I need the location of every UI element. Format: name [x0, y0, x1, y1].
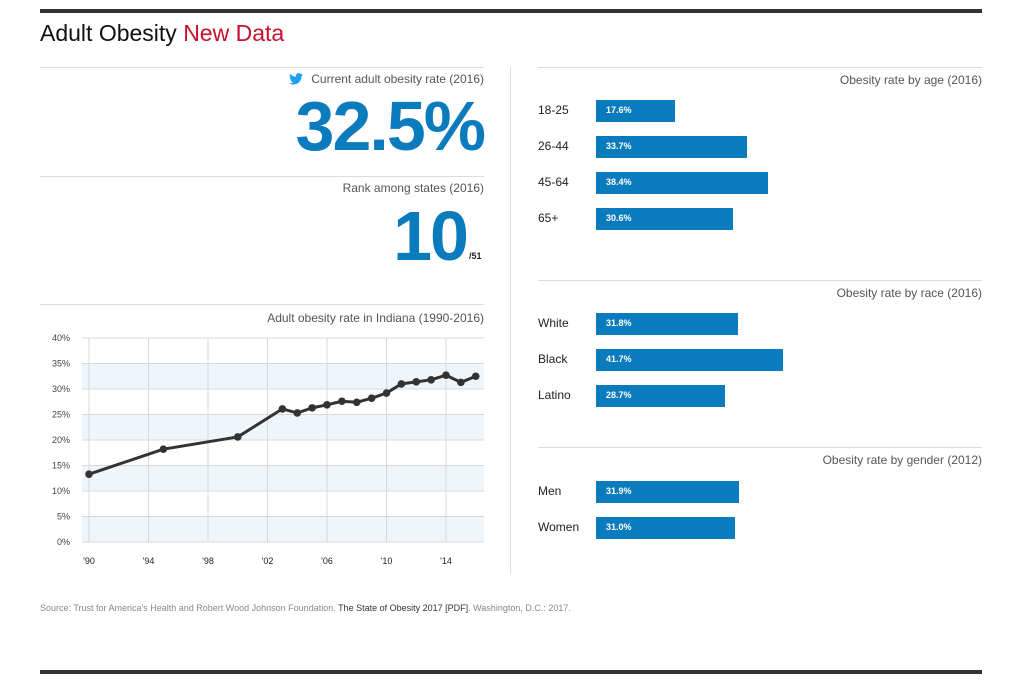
twitter-icon[interactable] — [289, 73, 304, 88]
line-chart: 0% 5% 10% 15% 20% 25% 30% 35% 40% '90 '94 '98 '02 '06… — [52, 333, 484, 566]
bar-value-label: 31.0% — [606, 522, 632, 532]
y-tick-label: 40% — [52, 333, 70, 343]
grid-band — [82, 414, 484, 440]
data-point — [85, 470, 93, 478]
data-point — [457, 378, 465, 387]
data-point — [159, 445, 168, 453]
divider — [40, 67, 484, 68]
bar: 33.7% — [596, 136, 747, 158]
rank-label: Rank among states (2016) — [342, 181, 484, 195]
title-accent: New Data — [183, 20, 285, 46]
data-point — [442, 371, 450, 380]
data-point — [471, 372, 480, 381]
bar-category-label: 18-25 — [538, 103, 569, 117]
x-tick-label: '10 — [381, 556, 393, 566]
grid-band — [82, 516, 484, 542]
bar: 41.7% — [596, 349, 783, 371]
divider — [538, 67, 982, 68]
top-rule — [40, 9, 982, 13]
data-point — [352, 398, 361, 407]
bar-chart-title: Obesity rate by gender (2012) — [822, 453, 982, 467]
x-tick-label: '94 — [143, 556, 155, 566]
column-divider — [510, 67, 511, 575]
data-point — [293, 409, 302, 417]
bar-category-label: White — [538, 316, 569, 330]
divider — [40, 176, 484, 177]
line-chart-title: Adult obesity rate in Indiana (1990-2016… — [267, 311, 484, 325]
bar-category-label: 65+ — [538, 211, 559, 225]
data-point — [338, 397, 346, 406]
data-point — [412, 378, 421, 386]
bar-chart-title: Obesity rate by age (2016) — [839, 73, 982, 87]
data-point — [278, 405, 287, 413]
bar: 30.6% — [596, 208, 734, 230]
divider — [40, 304, 484, 305]
rank-value: 10 — [393, 197, 469, 275]
y-tick-label: 35% — [52, 359, 70, 369]
bar: 31.9% — [596, 481, 739, 503]
x-tick-label: '90 — [83, 556, 95, 566]
bar-value-label: 28.7% — [606, 390, 632, 400]
x-tick-label: '02 — [262, 556, 274, 566]
x-tick-label: '06 — [321, 556, 333, 566]
bar-value-label: 31.8% — [606, 318, 632, 328]
bar-category-label: Latino — [538, 388, 571, 402]
data-point — [397, 380, 406, 388]
bar: 17.6% — [596, 100, 675, 122]
y-tick-label: 25% — [52, 410, 70, 420]
y-tick-label: 20% — [52, 435, 70, 445]
data-point — [427, 376, 435, 384]
y-tick-label: 15% — [52, 461, 70, 471]
current-rate-label: Current adult obesity rate (2016) — [289, 72, 484, 88]
bar-value-label: 31.9% — [606, 486, 632, 496]
divider — [538, 447, 982, 448]
data-point — [233, 433, 242, 441]
x-tick-label: '14 — [440, 556, 452, 566]
bar-value-label: 17.6% — [606, 105, 632, 115]
bar-category-label: 26-44 — [538, 139, 569, 153]
bar: 31.0% — [596, 517, 735, 539]
bar-value-label: 41.7% — [606, 354, 632, 364]
data-point — [367, 394, 376, 402]
current-rate-value: 32.5% — [295, 87, 486, 165]
bar: 28.7% — [596, 385, 725, 407]
bar-category-label: 45-64 — [538, 175, 569, 189]
source-link[interactable]: The State of Obesity 2017 [PDF] — [338, 603, 469, 613]
bar: 38.4% — [596, 172, 769, 194]
data-point — [308, 404, 316, 412]
data-point — [323, 401, 331, 409]
title-main: Adult Obesity — [40, 20, 177, 46]
divider — [538, 280, 982, 281]
bar-value-label: 33.7% — [606, 141, 632, 151]
x-tick-label: '98 — [202, 556, 214, 566]
bar-value-label: 38.4% — [606, 177, 632, 187]
bar: 31.8% — [596, 313, 739, 335]
page-title: Adult Obesity New Data — [40, 20, 284, 47]
rank-total: /51 — [469, 251, 482, 261]
source-note: Source: Trust for America's Health and R… — [40, 603, 571, 613]
data-point — [382, 389, 391, 397]
y-tick-label: 0% — [57, 537, 70, 547]
grid-band — [82, 363, 484, 389]
bar-category-label: Women — [538, 520, 580, 534]
bar-value-label: 30.6% — [606, 213, 632, 223]
bar-category-label: Men — [538, 484, 562, 498]
y-tick-label: 5% — [57, 512, 70, 522]
y-tick-label: 10% — [52, 486, 70, 496]
grid-band — [82, 465, 484, 491]
bar-category-label: Black — [538, 352, 568, 366]
y-tick-label: 30% — [52, 384, 70, 394]
bar-chart-title: Obesity rate by race (2016) — [836, 286, 982, 300]
bottom-rule — [40, 670, 982, 674]
